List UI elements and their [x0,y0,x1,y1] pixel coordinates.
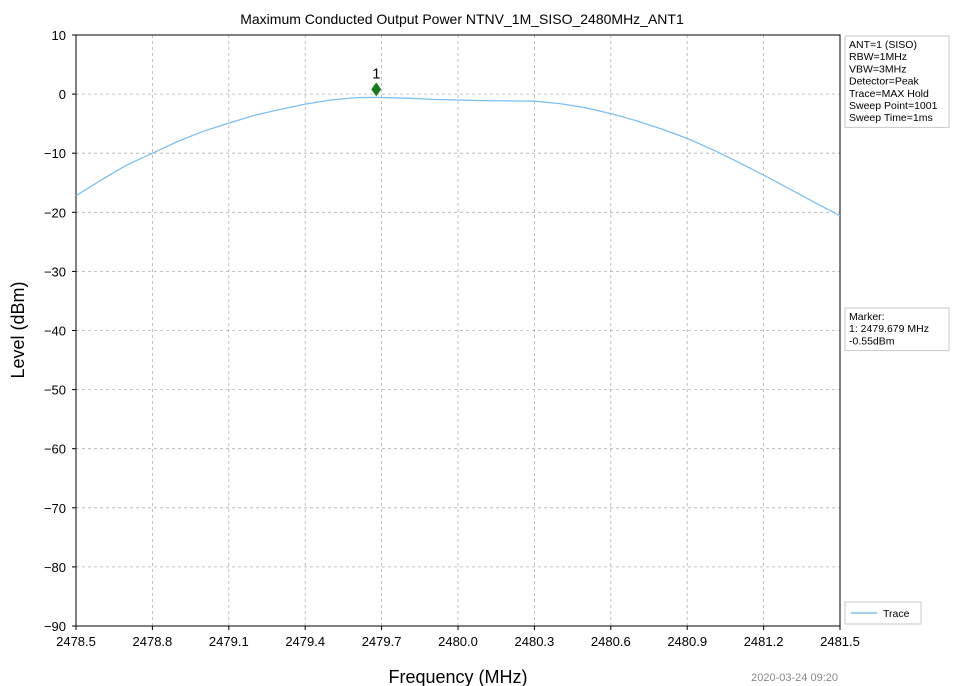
trace-line [75,96,841,217]
x-ticks: 2478.5 2478.8 2479.1 2479.4 2479.7 2480.0 2480… [56,626,860,649]
y-tick-label: −20 [44,205,66,220]
chart-title: Maximum Conducted Output Power NTNV_1M_S… [240,11,684,27]
y-tick-label: 0 [59,87,66,102]
y-tick-label: −60 [44,442,66,457]
marker-box: Marker:1: 2479.679 MHz -0.55dBm [844,307,950,352]
infobox-line: Detector=Peak [849,76,919,88]
infobox-frame [844,35,950,128]
markerbox-frame [844,307,950,352]
y-tick-label: −30 [44,264,66,279]
x-tick-label: 2481.2 [744,634,784,649]
info-box: ANT=1 (SISO)RBW=1MHzVBW=3MHzDetector=Pea… [844,35,950,128]
x-tick-label: 2478.5 [56,634,96,649]
y-tick-label: −50 [44,383,66,398]
x-tick-label: 2478.8 [133,634,173,649]
infobox-line: ANT=1 (SISO) [849,39,917,51]
grid [76,35,840,626]
x-tick-label: 2480.6 [591,634,631,649]
y-ticks: 10 0 −10 −20 −30 −40 −50 −60 −70 −80 −90 [44,28,76,634]
infobox-line: Sweep Point=1001 [849,100,938,112]
series-layer [75,96,841,217]
x-tick-label: 2479.1 [209,634,249,649]
x-tick-label: 2480.0 [438,634,478,649]
x-tick-label: 2480.9 [667,634,707,649]
marker-diamond [371,82,382,97]
y-tick-label: −10 [44,146,66,161]
x-tick-label: 2479.7 [362,634,402,649]
legend: Trace [844,601,922,625]
legend-frame [844,601,922,625]
infobox-line: RBW=1MHz [849,51,907,63]
markerbox-line: -0.55dBm [849,335,895,347]
x-tick-label: 2481.5 [820,634,860,649]
x-tick-label: 2480.3 [515,634,555,649]
marker-layer: 1 [371,65,382,97]
infobox-line: Sweep Time=1ms [849,112,933,124]
y-tick-label: 10 [52,28,66,43]
infobox-line: VBW=3MHz [849,63,906,75]
y-tick-label: −40 [44,324,66,339]
marker-label: 1 [372,65,380,82]
x-tick-label: 2479.4 [285,634,325,649]
timestamp: 2020-03-24 09:20 [751,672,838,684]
infobox-line: Trace=MAX Hold [849,88,929,100]
y-axis-label: Level (dBm) [8,281,28,378]
y-tick-label: −70 [44,501,66,516]
y-tick-label: −90 [44,619,66,634]
x-axis-label: Frequency (MHz) [388,667,527,686]
legend-label: Trace [883,608,910,620]
markerbox-line: Marker: [849,311,885,323]
markerbox-line: 1: 2479.679 MHz [849,323,929,335]
y-tick-label: −80 [44,560,66,575]
